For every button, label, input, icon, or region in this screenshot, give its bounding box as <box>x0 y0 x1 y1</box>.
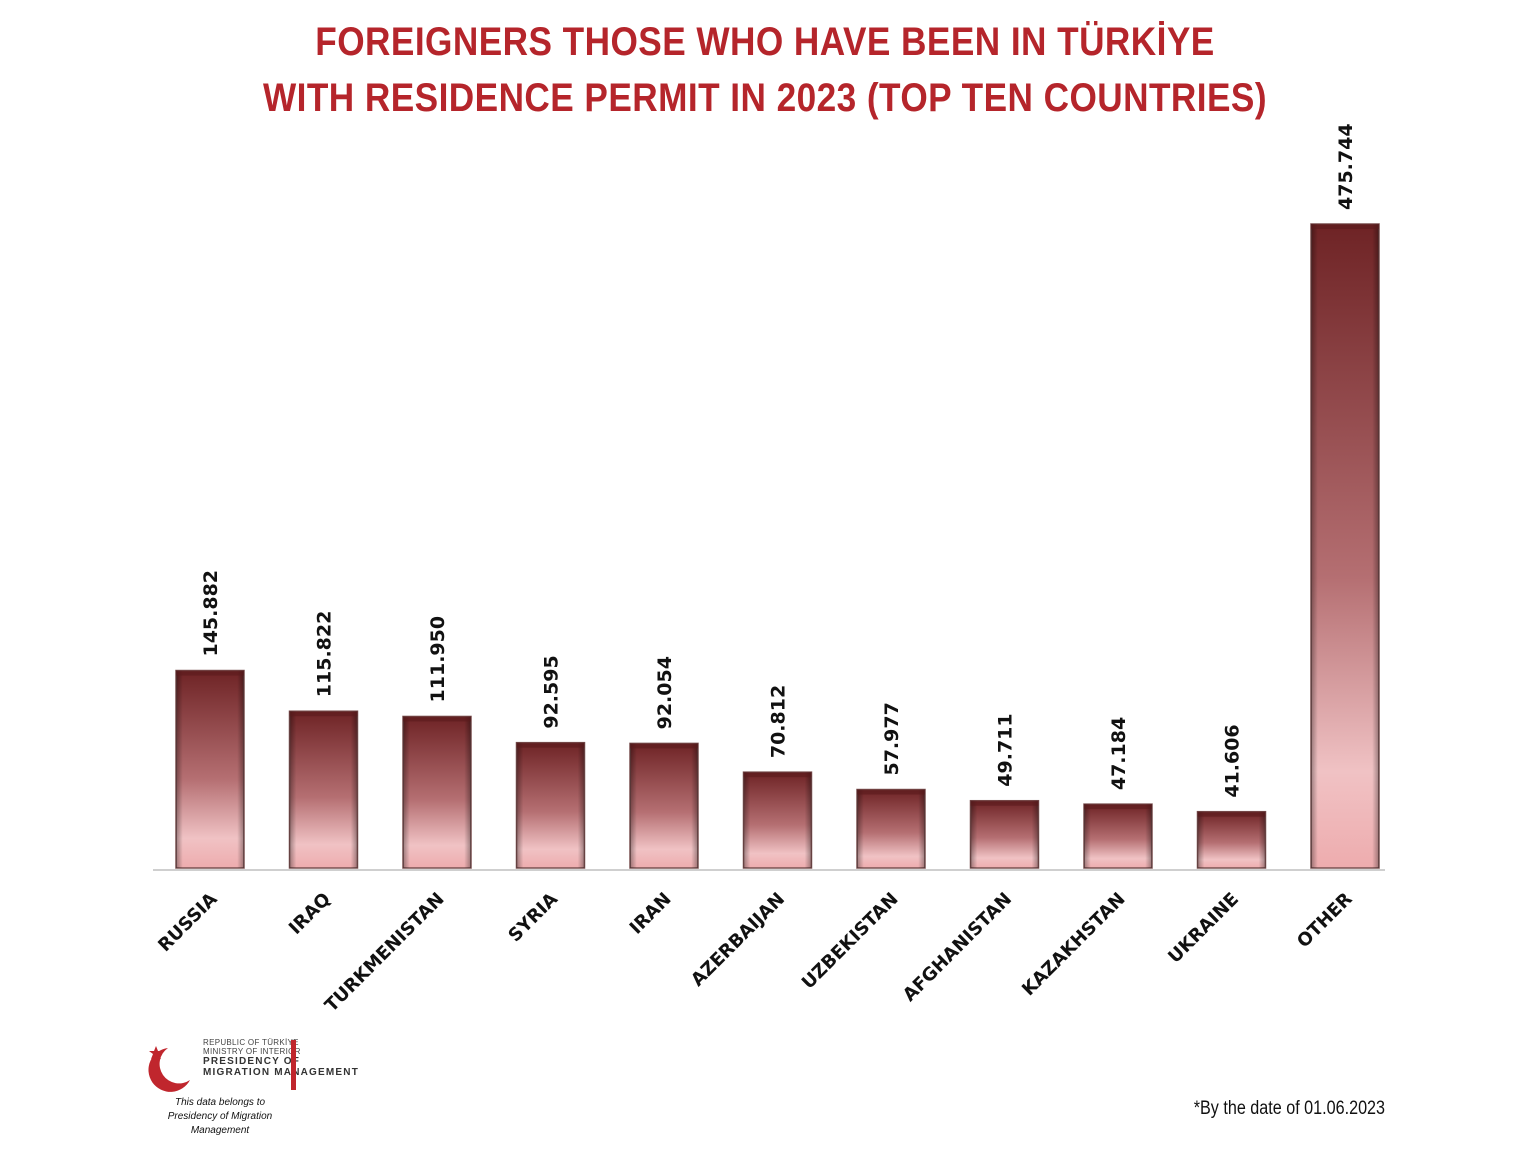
bar-cap-iraq <box>289 711 358 717</box>
bar-cap-iran <box>630 743 698 749</box>
bar-cap-other <box>1311 224 1379 229</box>
bar-cap-ukraine <box>1197 811 1266 817</box>
bar-cap-turkmenistan <box>403 716 471 722</box>
bar-shade-ukraine <box>1197 811 1266 868</box>
bar-shade-iran <box>630 743 698 868</box>
bar-shade-other <box>1311 224 1379 868</box>
category-label-iraq: IRAQ <box>285 889 335 939</box>
value-label-azerbaijan: 70.812 <box>768 685 790 758</box>
value-label-ukraine: 41.606 <box>1222 724 1244 797</box>
value-label-syria: 92.595 <box>541 655 563 728</box>
value-label-turkmenistan: 111.950 <box>427 616 449 703</box>
value-label-kazakhstan: 47.184 <box>1108 717 1130 790</box>
bar-cap-azerbaijan <box>743 772 812 778</box>
bar-shade-afghanistan <box>970 800 1039 868</box>
bar-cap-syria <box>516 742 585 748</box>
bar-shade-russia <box>176 670 244 868</box>
bar-cap-russia <box>176 670 244 676</box>
bar-cap-afghanistan <box>970 800 1039 806</box>
logo-divider <box>291 1040 296 1090</box>
category-label-syria: SYRIA <box>504 889 562 947</box>
bar-shade-iraq <box>289 711 358 868</box>
bar-shade-syria <box>516 742 585 868</box>
bar-shade-kazakhstan <box>1084 804 1152 868</box>
value-label-iran: 92.054 <box>654 656 676 729</box>
chart-title-line2: WITH RESIDENCE PERMIT IN 2023 (TOP TEN C… <box>262 76 1268 120</box>
bar-cap-kazakhstan <box>1084 804 1152 810</box>
category-label-uzbekistan: UZBEKISTAN <box>798 889 903 994</box>
category-label-ukraine: UKRAINE <box>1164 889 1243 968</box>
data-source-caption: This data belongs to Presidency of Migra… <box>167 1097 273 1136</box>
value-label-uzbekistan: 57.977 <box>881 702 903 775</box>
category-label-iran: IRAN <box>626 889 676 939</box>
bar-shade-azerbaijan <box>743 772 812 868</box>
category-label-azerbaijan: AZERBAIJAN <box>687 889 789 991</box>
value-label-russia: 145.882 <box>200 570 222 657</box>
date-footnote: *By the date of 01.06.2023 <box>1193 1098 1385 1119</box>
bar-shade-turkmenistan <box>403 716 471 868</box>
value-label-iraq: 115.822 <box>314 611 336 698</box>
chart-title-line1: FOREIGNERS THOSE WHO HAVE BEEN IN TÜRKİY… <box>315 20 1215 64</box>
bar-cap-uzbekistan <box>857 789 925 795</box>
category-label-other: OTHER <box>1293 889 1357 953</box>
value-label-other: 475.744 <box>1335 123 1357 210</box>
value-label-afghanistan: 49.711 <box>995 713 1017 786</box>
bar-shade-uzbekistan <box>857 789 925 868</box>
category-label-turkmenistan: TURKMENISTAN <box>321 889 449 1017</box>
category-label-russia: RUSSIA <box>154 889 221 956</box>
ministry-logo <box>146 1040 306 1130</box>
category-label-kazakhstan: KAZAKHSTAN <box>1018 889 1130 1001</box>
crescent-star-icon <box>148 1046 190 1092</box>
ministry-logo-text: REPUBLIC OF TÜRKİYE MINISTRY OF INTERIOR… <box>203 1038 360 1078</box>
category-label-afghanistan: AFGHANISTAN <box>899 889 1016 1006</box>
